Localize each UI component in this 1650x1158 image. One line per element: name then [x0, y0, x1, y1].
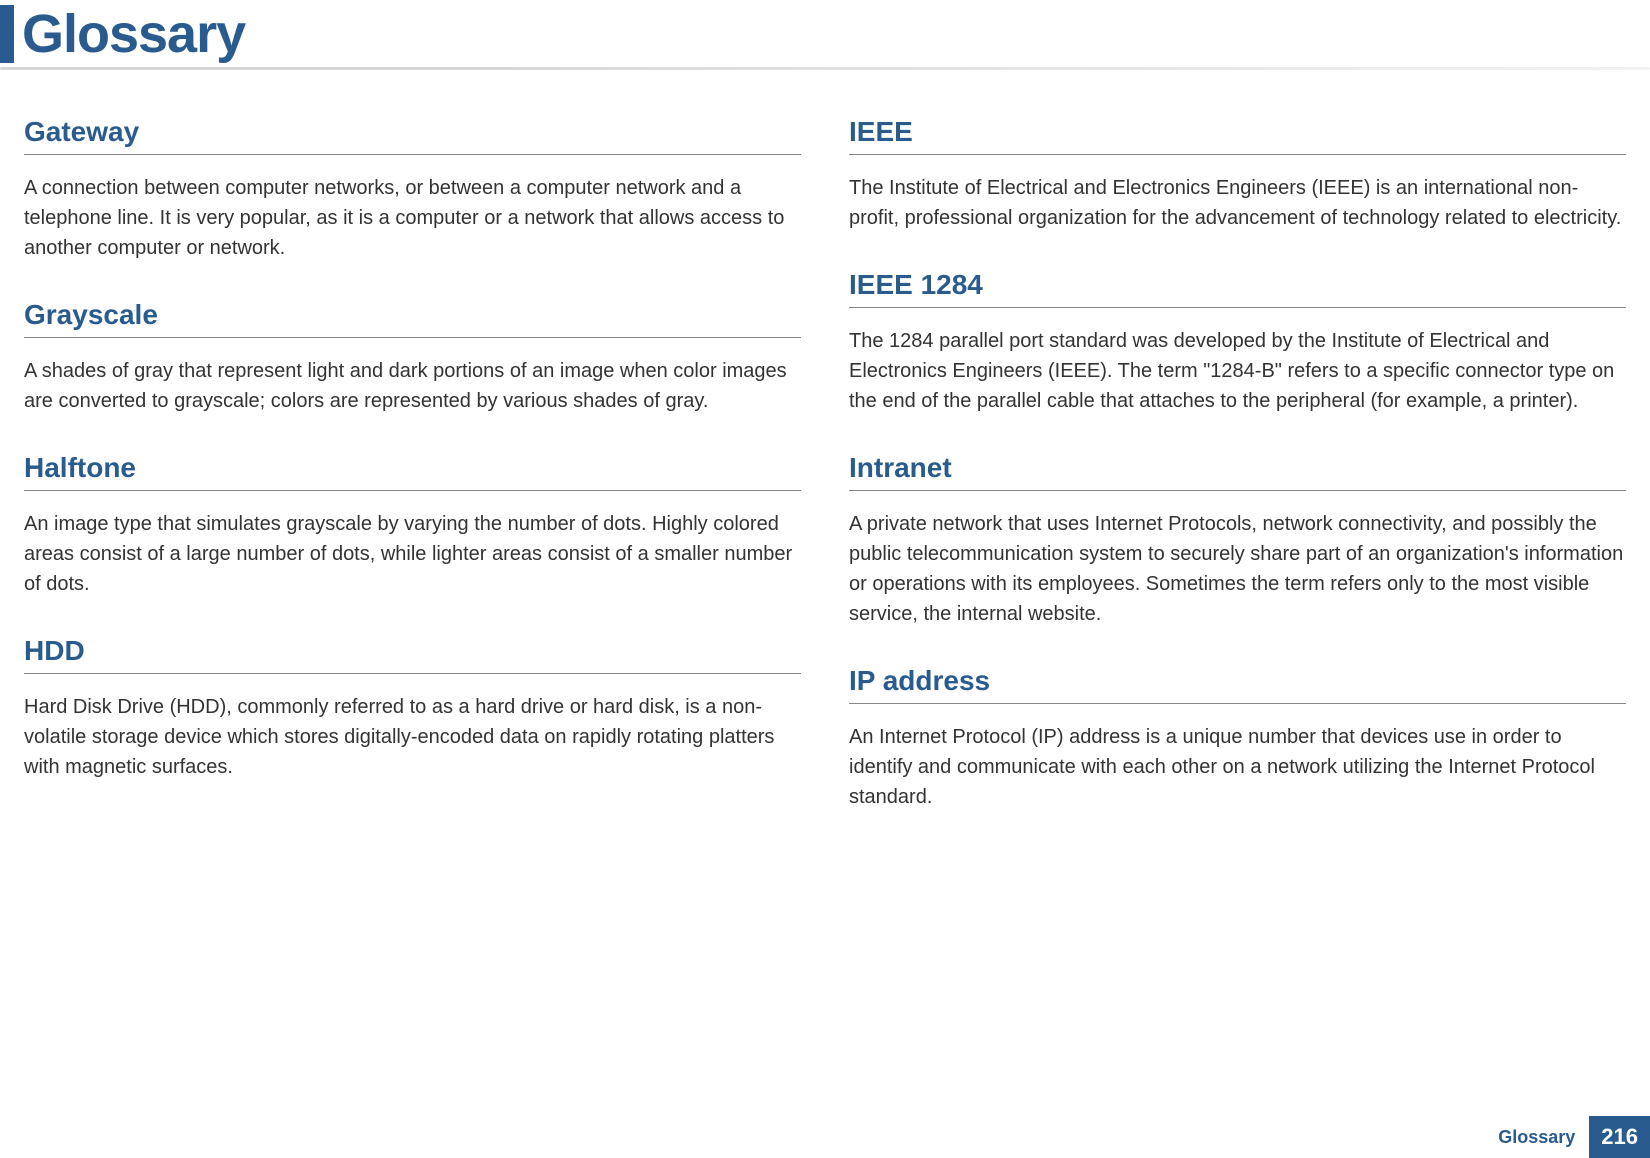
term-definition: A shades of gray that represent light an…: [24, 356, 801, 416]
glossary-entry: Grayscale A shades of gray that represen…: [24, 299, 801, 416]
page-footer: Glossary 216: [1498, 1116, 1650, 1158]
term-heading: IP address: [849, 665, 1626, 704]
term-heading: Grayscale: [24, 299, 801, 338]
glossary-entry: Halftone An image type that simulates gr…: [24, 452, 801, 599]
term-definition: The Institute of Electrical and Electron…: [849, 173, 1626, 233]
glossary-entry: IEEE The Institute of Electrical and Ele…: [849, 116, 1626, 233]
footer-section-label: Glossary: [1498, 1127, 1575, 1148]
page-header: Glossary: [0, 0, 1650, 68]
term-heading: IEEE: [849, 116, 1626, 155]
term-definition: An Internet Protocol (IP) address is a u…: [849, 722, 1626, 812]
glossary-entry: Intranet A private network that uses Int…: [849, 452, 1626, 629]
glossary-entry: Gateway A connection between computer ne…: [24, 116, 801, 263]
left-column: Gateway A connection between computer ne…: [24, 116, 801, 848]
term-definition: Hard Disk Drive (HDD), commonly referred…: [24, 692, 801, 782]
glossary-entry: HDD Hard Disk Drive (HDD), commonly refe…: [24, 635, 801, 782]
term-heading: Gateway: [24, 116, 801, 155]
glossary-entry: IP address An Internet Protocol (IP) add…: [849, 665, 1626, 812]
footer-page-number: 216: [1589, 1116, 1650, 1158]
term-heading: Halftone: [24, 452, 801, 491]
term-heading: Intranet: [849, 452, 1626, 491]
header-underline: [0, 67, 1650, 70]
term-definition: A connection between computer networks, …: [24, 173, 801, 263]
term-heading: HDD: [24, 635, 801, 674]
term-definition: An image type that simulates grayscale b…: [24, 509, 801, 599]
header-accent-bar: [0, 5, 14, 63]
term-definition: The 1284 parallel port standard was deve…: [849, 326, 1626, 416]
content-area: Gateway A connection between computer ne…: [0, 68, 1650, 848]
glossary-entry: IEEE 1284 The 1284 parallel port standar…: [849, 269, 1626, 416]
term-definition: A private network that uses Internet Pro…: [849, 509, 1626, 629]
page-title: Glossary: [22, 3, 245, 65]
right-column: IEEE The Institute of Electrical and Ele…: [849, 116, 1626, 848]
term-heading: IEEE 1284: [849, 269, 1626, 308]
